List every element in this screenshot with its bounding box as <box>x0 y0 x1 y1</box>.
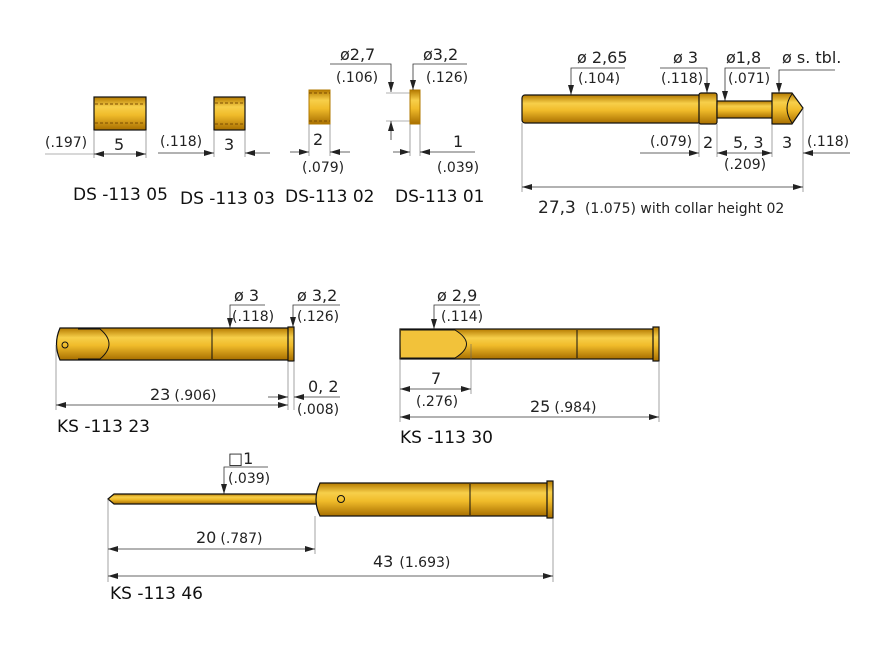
part-label: KS -113 30 <box>400 428 493 448</box>
needle-length: 20 (.787) <box>196 528 262 547</box>
part-label: DS -113 03 <box>180 189 275 209</box>
diameter: ø 2,9 <box>437 286 477 305</box>
diameter-value: ø2,7 <box>340 45 375 64</box>
diameter-inch: (.126) <box>426 70 468 86</box>
diameter-1: ø 3 <box>234 286 259 305</box>
pin-shaft <box>521 94 703 124</box>
probe-body <box>55 327 291 361</box>
collar-length: 0, 2 <box>308 377 339 396</box>
part-ds-113-03: 3 (.118) DS -113 03 <box>158 96 275 209</box>
length-value: 3 <box>224 135 234 154</box>
length-inch: (.118) <box>160 134 202 150</box>
shaft-diameter-inch: (.104) <box>578 71 620 87</box>
part-label: DS-113 02 <box>285 187 375 207</box>
sleeve-shape <box>93 96 147 131</box>
part-ds-113-02: 2 (.079) ø2,7 (.106) DS-113 02 <box>285 45 410 207</box>
diameter-inch: (.106) <box>336 70 378 86</box>
length-inch: (.197) <box>45 135 87 151</box>
total-length: 27,3 (1.075) with collar height 02 <box>538 198 784 218</box>
shaft-diameter: ø 2,65 <box>577 48 628 67</box>
probe-needle <box>107 493 319 505</box>
part-ds-113-01: 1 (.039) ø3,2 (.126) DS-113 01 <box>393 45 485 207</box>
probe-collar <box>546 480 554 519</box>
length-inch: (.039) <box>437 160 479 176</box>
sleeve-shape <box>308 89 331 125</box>
collar-length-inch: (.008) <box>297 402 339 418</box>
pin-neck <box>716 100 774 119</box>
diameter-inch: (.114) <box>441 309 483 325</box>
probe-collar <box>652 326 660 362</box>
collar-length: 2 <box>703 133 713 152</box>
part-label: KS -113 46 <box>110 584 203 604</box>
square-size: □1 <box>228 449 253 468</box>
part-ks-113-46: □1 (.039) 20 (.787) 43 (1.693) KS -113 46 <box>107 449 554 604</box>
pin-collar <box>698 92 718 125</box>
sleeve-shape <box>409 89 421 125</box>
neck-diameter: ø1,8 <box>726 48 761 67</box>
length: 23 (.906) <box>150 385 216 404</box>
part-ks-113-23: ø 3 (.118) ø 3,2 (.126) 23 (.906) 0, 2 (.… <box>55 286 340 437</box>
neck-length: 5, 3 <box>733 133 764 152</box>
length: 43 (1.693) <box>373 552 450 571</box>
collar-diameter: ø 3 <box>673 48 698 67</box>
length-value: 5 <box>114 135 124 154</box>
head-length-inch: (.118) <box>807 134 849 150</box>
length-inch: (.079) <box>302 160 344 176</box>
part-label: DS -113 05 <box>73 185 168 205</box>
collar-length-inch: (.079) <box>650 134 692 150</box>
diameter-2-inch: (.126) <box>297 309 339 325</box>
neck-diameter-inch: (.071) <box>728 71 770 87</box>
square-size-inch: (.039) <box>228 471 270 487</box>
part-label: DS-113 01 <box>395 187 485 207</box>
probe-collar <box>287 326 295 362</box>
neck-length-inch: (.209) <box>724 157 766 173</box>
sleeve-shape <box>213 96 246 131</box>
head-diameter: ø s. tbl. <box>782 48 841 67</box>
part-ds-113-05: 5 (.197) DS -113 05 <box>45 96 168 205</box>
pin-assembly: ø 2,65 (.104) ø 3 (.118) ø1,8 (.071) ø s… <box>521 48 850 218</box>
probe-body <box>315 482 550 517</box>
length-value: 2 <box>313 130 323 149</box>
head-length: 3 <box>782 133 792 152</box>
diameter-1-inch: (.118) <box>232 309 274 325</box>
length-value: 1 <box>453 132 463 151</box>
tip-length-inch: (.276) <box>416 394 458 410</box>
length: 25 (.984) <box>530 397 596 416</box>
diameter-value: ø3,2 <box>423 45 458 64</box>
part-label: KS -113 23 <box>57 417 150 437</box>
part-ks-113-30: ø 2,9 (.114) 7 (.276) 25 (.984) KS -113 3… <box>399 286 660 448</box>
diameter-2: ø 3,2 <box>297 286 337 305</box>
collar-diameter-inch: (.118) <box>661 71 703 87</box>
tip-length: 7 <box>431 369 441 388</box>
